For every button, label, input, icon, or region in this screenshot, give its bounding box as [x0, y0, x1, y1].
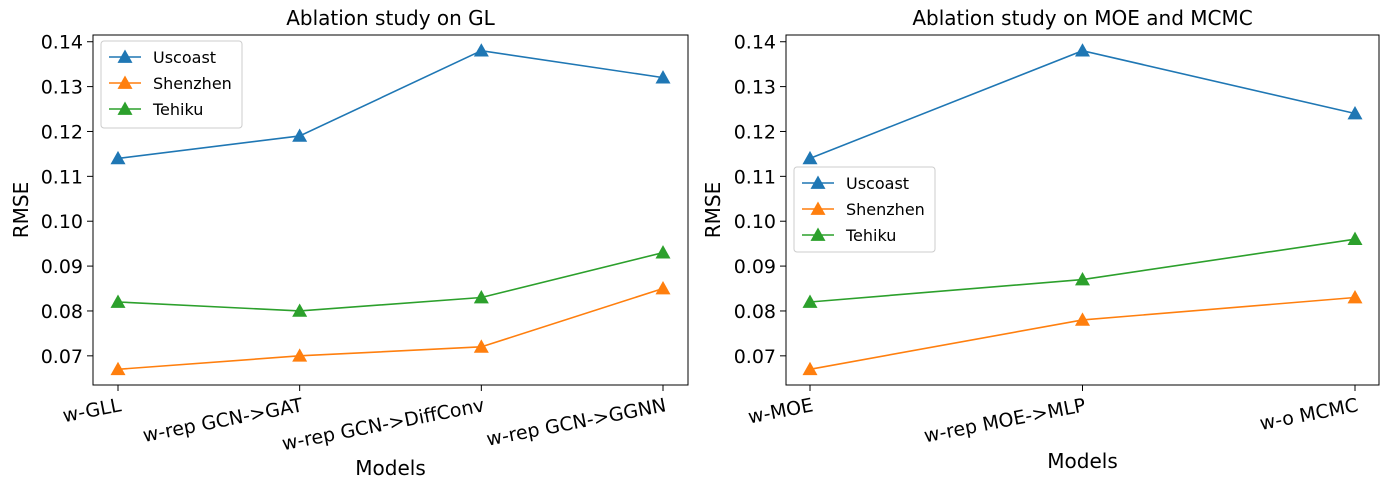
series-line — [117, 287, 664, 371]
data-point — [1075, 43, 1090, 57]
y-tick-label: 0.07 — [41, 346, 83, 368]
x-tick-label: w-rep GCN->DiffConv — [280, 394, 486, 455]
y-tick-label: 0.08 — [734, 301, 776, 323]
legend-label: Tehiku — [152, 100, 203, 119]
series-line — [117, 49, 664, 160]
legend-box — [793, 166, 936, 253]
legend-label: Uscoast — [153, 48, 216, 67]
y-tick-label: 0.14 — [41, 32, 83, 54]
data-point — [802, 294, 818, 308]
y-axis-label: RMSE — [9, 182, 33, 238]
data-point — [655, 245, 671, 259]
plot-frame — [92, 34, 689, 386]
y-tick-label: 0.11 — [41, 166, 83, 188]
chart-1: Ablation study on GL 0.07 0.08 0.09 0.10 0.11… — [9, 6, 689, 480]
chart-2: Ablation study on MOE and MCMC 0.07 0.08 0.… — [701, 6, 1380, 473]
series-tehiku — [802, 231, 1363, 308]
x-tick-label: w-rep MOE->MLP — [922, 394, 1087, 447]
data-point — [292, 303, 308, 317]
y-tick-label: 0.12 — [734, 121, 776, 143]
series-line — [809, 296, 1356, 371]
legend-marker — [117, 49, 133, 63]
data-point — [110, 361, 126, 376]
y-tick-label: 0.14 — [734, 32, 776, 54]
legend-label: Tehiku — [845, 226, 896, 245]
legend-label: Shenzhen — [153, 74, 232, 93]
data-point — [655, 70, 671, 84]
data-point — [655, 281, 671, 295]
x-tick-label: w-GLL — [61, 394, 124, 427]
x-axis-label: Models — [355, 456, 425, 480]
legend-box — [100, 40, 243, 129]
chart-title: Ablation study on GL — [286, 6, 495, 30]
legend: Uscoast Shenzhen Tehiku — [793, 166, 936, 253]
x-axis-label: Models — [1047, 449, 1117, 473]
y-tick-label: 0.10 — [41, 211, 83, 233]
legend-marker — [117, 101, 133, 115]
y-tick-label: 0.08 — [41, 301, 83, 323]
legend-label: Shenzhen — [846, 200, 925, 219]
data-point — [1075, 312, 1090, 326]
data-point — [473, 290, 489, 304]
legend-marker — [117, 75, 133, 89]
data-point — [110, 150, 126, 165]
series-uscoast — [110, 43, 671, 165]
data-point — [1347, 290, 1363, 304]
x-tick-label: w-MOE — [746, 394, 815, 428]
series-line — [117, 251, 664, 312]
y-tick-label: 0.09 — [734, 256, 776, 278]
series-shenzhen — [110, 281, 671, 376]
legend-marker — [810, 227, 826, 241]
data-point — [110, 294, 126, 308]
data-point — [802, 150, 818, 165]
y-tick-label: 0.12 — [41, 121, 83, 143]
series-shenzhen — [802, 290, 1363, 376]
series-uscoast — [802, 43, 1363, 165]
data-point — [1347, 231, 1363, 246]
y-tick-label: 0.09 — [41, 256, 83, 278]
y-tick-label: 0.13 — [41, 77, 83, 99]
y-tick-label: 0.10 — [734, 211, 776, 233]
data-point — [473, 43, 489, 57]
chart-title: Ablation study on MOE and MCMC — [912, 6, 1252, 30]
y-tick-label: 0.13 — [734, 77, 776, 99]
data-point — [292, 128, 308, 142]
y-tick-label: 0.11 — [734, 166, 776, 188]
legend-marker — [810, 201, 826, 215]
data-point — [473, 339, 489, 353]
data-point — [802, 361, 818, 376]
y-axis-label: RMSE — [701, 182, 725, 238]
series-tehiku — [110, 245, 671, 317]
legend: Uscoast Shenzhen Tehiku — [100, 40, 243, 129]
y-tick-label: 0.07 — [734, 346, 776, 368]
data-point — [292, 348, 308, 362]
data-point — [1075, 272, 1090, 286]
x-tick-label: w-rep GCN->GGNN — [485, 394, 668, 450]
data-point — [1347, 106, 1363, 120]
legend-marker — [810, 175, 826, 189]
series-line — [809, 49, 1356, 160]
x-tick-label: w-o MCMC — [1258, 394, 1360, 435]
legend-label: Uscoast — [846, 174, 909, 193]
